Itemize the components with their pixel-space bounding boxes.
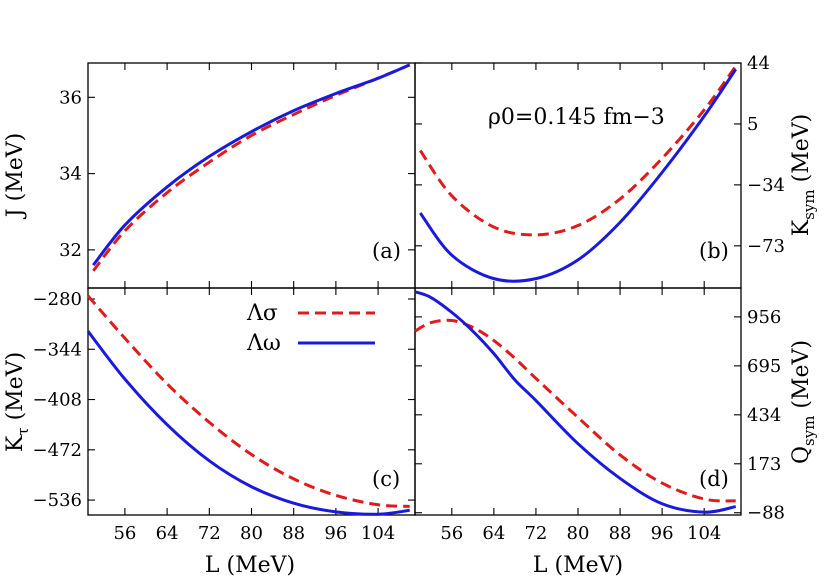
xlabel-left: L (MeV)	[205, 553, 295, 578]
xtick-label: 72	[524, 523, 547, 544]
xtick-label: 104	[687, 523, 721, 544]
xlabel-right: L (MeV)	[533, 553, 623, 578]
xtick-label: 56	[113, 523, 136, 544]
ylabel-b: Ksym (MeV)	[789, 114, 818, 236]
ytick-label: 956	[747, 307, 781, 328]
ylabel-text: Kτ (MeV)	[3, 352, 32, 452]
ytick-label: 32	[59, 240, 82, 261]
ytick-label: 434	[747, 405, 781, 426]
series-line-sigma-c	[86, 294, 410, 508]
ytick-label: −472	[33, 440, 82, 461]
ytick-label: 695	[747, 356, 781, 377]
series-line-omega-c	[86, 330, 410, 516]
legend-sigma-label: Λσ	[246, 301, 278, 326]
series-line-omega-b	[419, 68, 737, 283]
series-line-omega-a	[92, 63, 411, 267]
ylabel-text: J (MeV)	[3, 133, 28, 219]
panel-label-a: (a)	[372, 239, 401, 263]
panel-d: −88 173 434 695 956 56 64 72 80 88 96 104 (d) Qsym (M…	[414, 287, 818, 544]
ylabel-text: Ksym (MeV)	[789, 114, 818, 236]
ytick-label: −34	[747, 175, 785, 196]
ylabel-c: Kτ (MeV)	[3, 352, 32, 452]
xtick-label: 72	[198, 523, 221, 544]
series-line-omega-d	[414, 290, 737, 514]
panel-a: 32 34 36 (a) J (MeV)	[3, 62, 416, 289]
ytick-label: −88	[747, 503, 785, 524]
ytick-label: 34	[59, 164, 82, 185]
ytick-label: 36	[59, 87, 82, 108]
ylabel-text: Qsym (MeV)	[789, 340, 818, 464]
panel-c: −536 −472 −408 −344 −280 56 64 72 80 88 96 104 (c) Kτ…	[3, 287, 416, 544]
ytick-label: −408	[33, 390, 82, 411]
ytick-label: −73	[747, 236, 785, 257]
xtick-label: 80	[567, 523, 590, 544]
xtick-label: 80	[240, 523, 263, 544]
ylabel-d: Qsym (MeV)	[789, 340, 818, 464]
xtick-label: 96	[324, 523, 347, 544]
panel-frame-a	[87, 62, 416, 289]
xtick-label: 88	[609, 523, 632, 544]
xtick-label: 64	[156, 523, 179, 544]
panels: 32 34 36 (a) J (MeV) −73 −34 5 44 (b) Ksym (MeV) −5…	[3, 53, 818, 544]
ytick-label: −280	[33, 289, 82, 310]
panel-label-d: (d)	[699, 467, 729, 491]
ytick-label: 44	[747, 53, 770, 74]
xtick-label: 96	[651, 523, 674, 544]
ytick-label: 173	[747, 454, 781, 475]
legend-omega-label: Λω	[246, 331, 281, 356]
xtick-label: 88	[282, 523, 305, 544]
ytick-label: −536	[33, 490, 82, 511]
panel-label-c: (c)	[372, 467, 400, 491]
legend: Λσ Λω	[246, 301, 375, 356]
ytick-label: 5	[747, 114, 758, 135]
panel-b: −73 −34 5 44 (b) Ksym (MeV)	[414, 53, 818, 289]
xtick-label: 64	[482, 523, 505, 544]
panel-label-b: (b)	[699, 239, 729, 263]
panel-frame-b	[414, 62, 742, 289]
ytick-label: −344	[33, 339, 82, 360]
density-annotation: ρ0=0.145 fm−3	[488, 105, 665, 130]
xtick-label: 56	[440, 523, 463, 544]
series-line-sigma-a	[92, 63, 411, 272]
xtick-label: 104	[361, 523, 395, 544]
series-line-sigma-d	[414, 318, 736, 503]
series-line-sigma-b	[419, 65, 737, 237]
ylabel-a: J (MeV)	[3, 133, 28, 219]
